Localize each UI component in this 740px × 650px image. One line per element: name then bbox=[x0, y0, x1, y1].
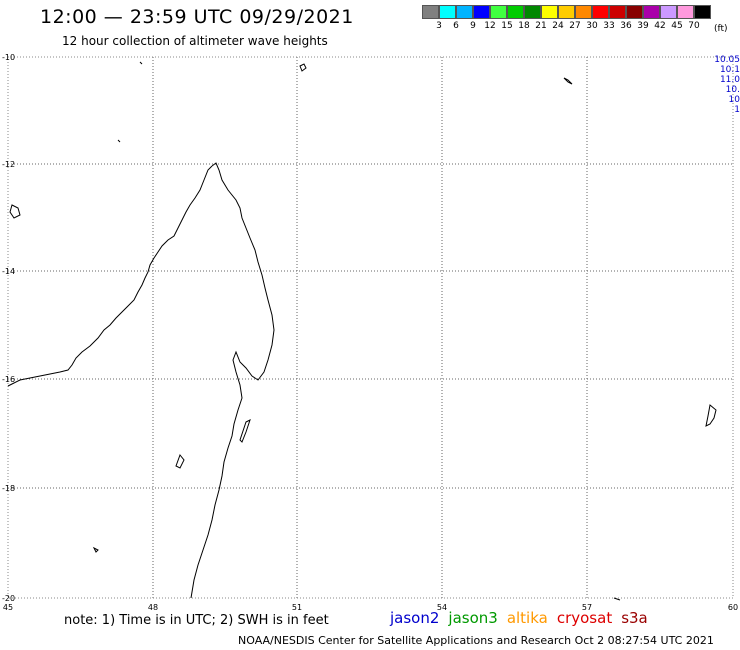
legend-swatch bbox=[524, 5, 541, 19]
legend-swatch bbox=[694, 5, 711, 19]
legend-swatch bbox=[473, 5, 490, 19]
legend-swatch bbox=[575, 5, 592, 19]
pass-time-label: 10.1 bbox=[720, 65, 740, 75]
color-legend: 3 6 9 12 15 18 21 24 27 30 33 36 39 42 45 70 (ft) bbox=[422, 5, 728, 34]
lat-label: -16 bbox=[2, 375, 15, 384]
latitude-labels: -10 -12 -14 -16 -18 -20 bbox=[2, 53, 15, 603]
legend-label: 70 bbox=[688, 21, 700, 31]
satellite-name: jason3 bbox=[448, 609, 498, 627]
legend-label: 42 bbox=[654, 21, 666, 31]
lat-label: -12 bbox=[2, 160, 15, 169]
lon-label: 51 bbox=[292, 603, 302, 612]
legend-label: 30 bbox=[586, 21, 598, 31]
legend-swatch bbox=[609, 5, 626, 19]
lat-label: -14 bbox=[2, 267, 15, 276]
islet-b bbox=[117, 139, 121, 143]
lat-label: -18 bbox=[2, 484, 15, 493]
legend-swatch bbox=[626, 5, 643, 19]
satellite-name: altika bbox=[506, 609, 548, 627]
lon-label: 48 bbox=[148, 603, 158, 612]
legend-label: 15 bbox=[501, 21, 513, 31]
lon-label: 60 bbox=[728, 603, 738, 612]
legend-swatch bbox=[677, 5, 694, 19]
legend-label: 39 bbox=[637, 21, 649, 31]
lon-label: 45 bbox=[3, 603, 13, 612]
legend-label: 27 bbox=[569, 21, 581, 31]
legend-swatch bbox=[490, 5, 507, 19]
legend-swatch bbox=[660, 5, 677, 19]
lon-label: 54 bbox=[437, 603, 447, 612]
lat-label: -10 bbox=[2, 53, 15, 62]
lat-label: -20 bbox=[2, 594, 15, 603]
satellite-name: jason2 bbox=[390, 609, 440, 627]
map-subtitle: 12 hour collection of altimeter wave hei… bbox=[62, 34, 328, 48]
legend-swatch bbox=[422, 5, 439, 19]
pass-time-label: 1 bbox=[734, 105, 740, 115]
footer-note: note: 1) Time is in UTC; 2) SWH is in fe… bbox=[64, 613, 329, 628]
legend-swatches bbox=[422, 5, 711, 19]
legend-labels: 3 6 9 12 15 18 21 24 27 30 33 36 39 42 45 70 bbox=[422, 21, 711, 33]
madagascar-west-coast bbox=[7, 165, 213, 387]
islet-d bbox=[613, 597, 621, 601]
legend-swatch bbox=[592, 5, 609, 19]
legend-label: 9 bbox=[470, 21, 476, 31]
legend-unit: (ft) bbox=[714, 24, 728, 34]
pass-time-label: 10. bbox=[726, 85, 740, 95]
longitude-labels: 45 48 51 54 57 60 bbox=[3, 603, 738, 612]
legend-label: 21 bbox=[535, 21, 547, 31]
legend-swatch bbox=[541, 5, 558, 19]
island-southeast bbox=[705, 404, 717, 427]
graticule bbox=[8, 56, 733, 598]
coastline bbox=[7, 61, 717, 601]
islet-c bbox=[139, 61, 143, 65]
map-frame bbox=[7, 56, 734, 599]
island-west bbox=[9, 204, 21, 219]
madagascar-coast bbox=[190, 162, 275, 599]
legend-label: 18 bbox=[518, 21, 530, 31]
legend-swatch bbox=[643, 5, 660, 19]
island-east bbox=[563, 77, 573, 85]
island-north bbox=[299, 63, 307, 72]
lon-label: 57 bbox=[582, 603, 592, 612]
pass-time-label: 11.0 bbox=[720, 75, 740, 85]
satellite-legend: jason2 jason3 altika cryosat s3a bbox=[390, 609, 657, 627]
pass-time-label: 10.05 bbox=[714, 55, 740, 65]
map-title: 12:00 — 23:59 UTC 09/29/2021 bbox=[40, 6, 354, 28]
credit-line: NOAA/NESDIS Center for Satellite Applica… bbox=[238, 634, 714, 647]
islet-a bbox=[92, 546, 99, 553]
legend-label: 45 bbox=[671, 21, 683, 31]
legend-label: 12 bbox=[484, 21, 496, 31]
satellite-name: cryosat bbox=[556, 609, 613, 627]
legend-swatch bbox=[456, 5, 473, 19]
legend-label: 33 bbox=[603, 21, 615, 31]
island-strip bbox=[239, 419, 251, 443]
legend-swatch bbox=[507, 5, 524, 19]
legend-swatch bbox=[439, 5, 456, 19]
pass-time-label: 10 bbox=[729, 95, 740, 105]
legend-label: 36 bbox=[620, 21, 632, 31]
legend-label: 24 bbox=[552, 21, 564, 31]
legend-label: 6 bbox=[453, 21, 459, 31]
legend-swatch bbox=[558, 5, 575, 19]
satellite-name: s3a bbox=[621, 609, 648, 627]
legend-label: 3 bbox=[436, 21, 442, 31]
island-central-south bbox=[175, 453, 185, 469]
